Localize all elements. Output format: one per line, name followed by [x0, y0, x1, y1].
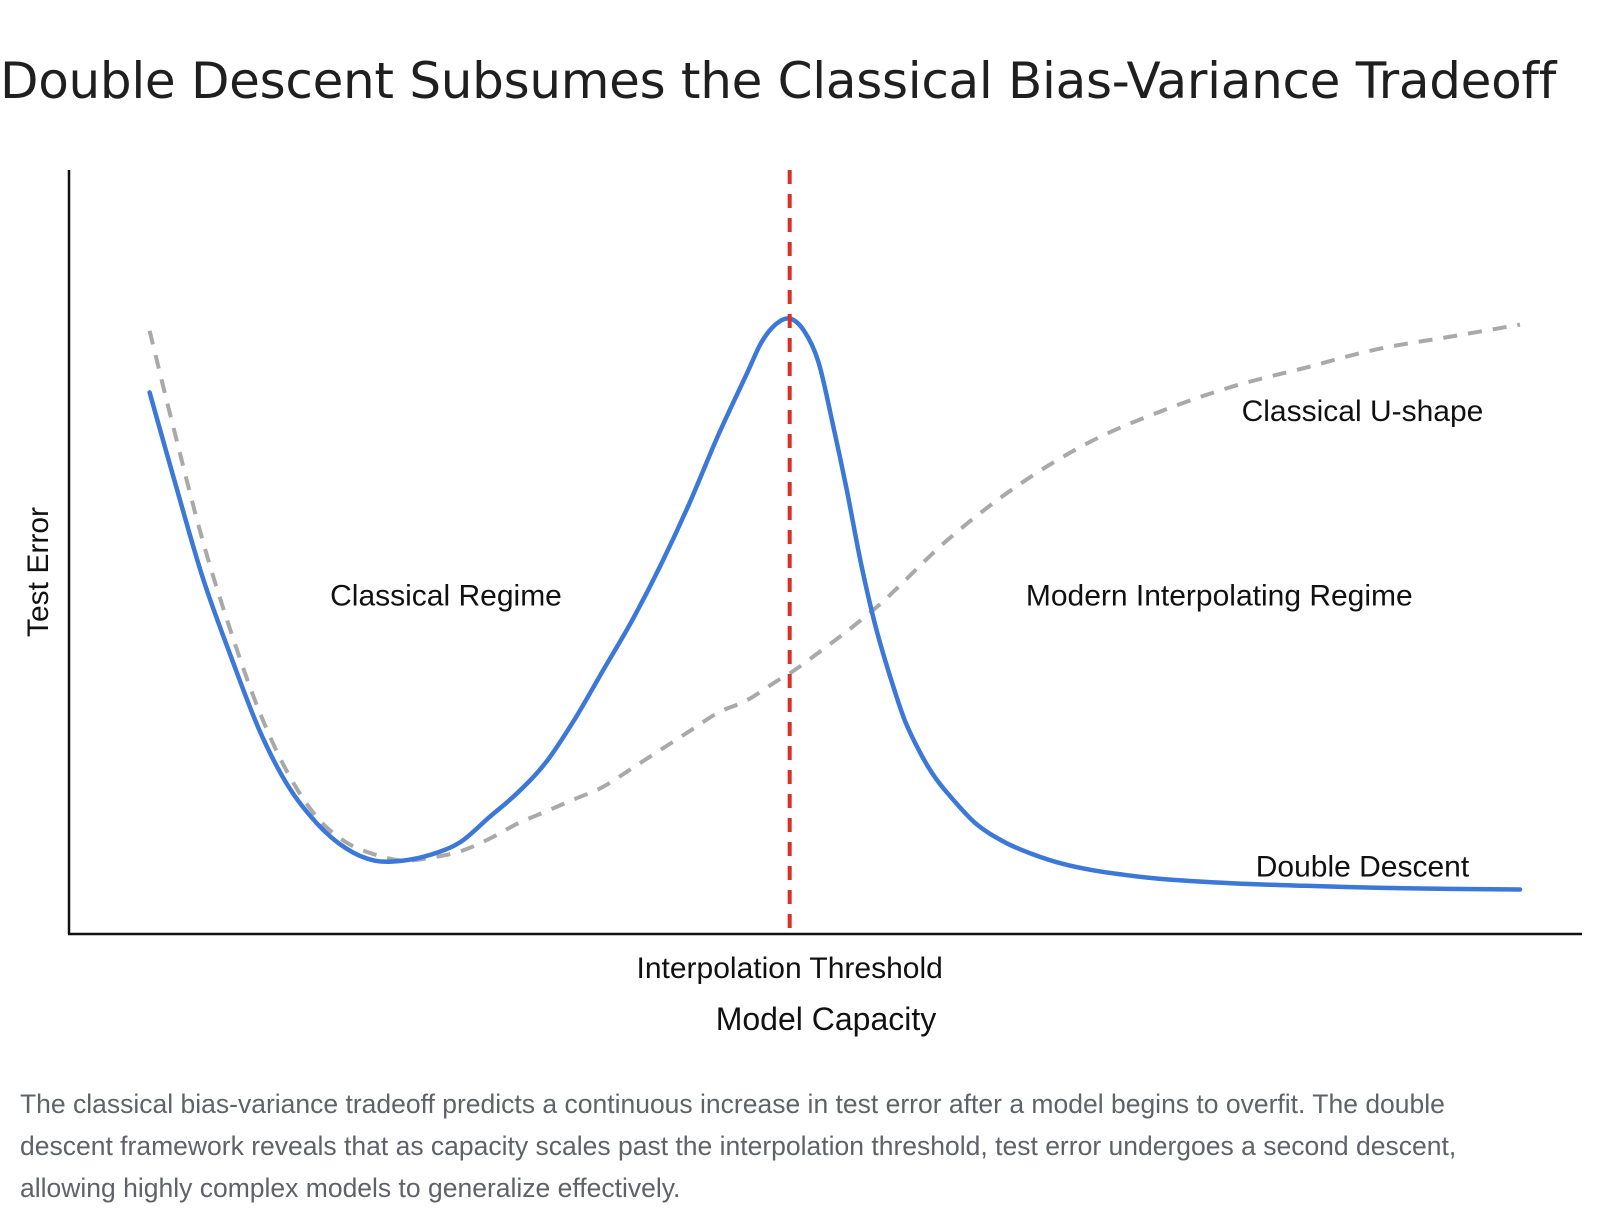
annotation-classical-regime: Classical Regime [330, 580, 562, 613]
annotation-classical-u-shape: Classical U-shape [1242, 395, 1484, 428]
series-line-classical-u-shape [147, 322, 1521, 863]
double-descent-chart: Interpolation Threshold Model Capacity T… [22, 170, 1582, 1037]
figure-caption: The classical bias-variance tradeoff pre… [20, 1089, 1457, 1203]
chart-marks [147, 170, 1523, 933]
y-axis-label: Test Error [22, 507, 55, 637]
series-line-double-descent [147, 316, 1523, 892]
x-axis-label: Model Capacity [716, 1001, 937, 1037]
page-title: Double Descent Subsumes the Classical Bi… [0, 52, 1556, 110]
annotation-double-descent: Double Descent [1256, 851, 1470, 884]
annotation-modern-regime: Modern Interpolating Regime [1026, 580, 1413, 613]
threshold-label: Interpolation Threshold [637, 952, 943, 985]
